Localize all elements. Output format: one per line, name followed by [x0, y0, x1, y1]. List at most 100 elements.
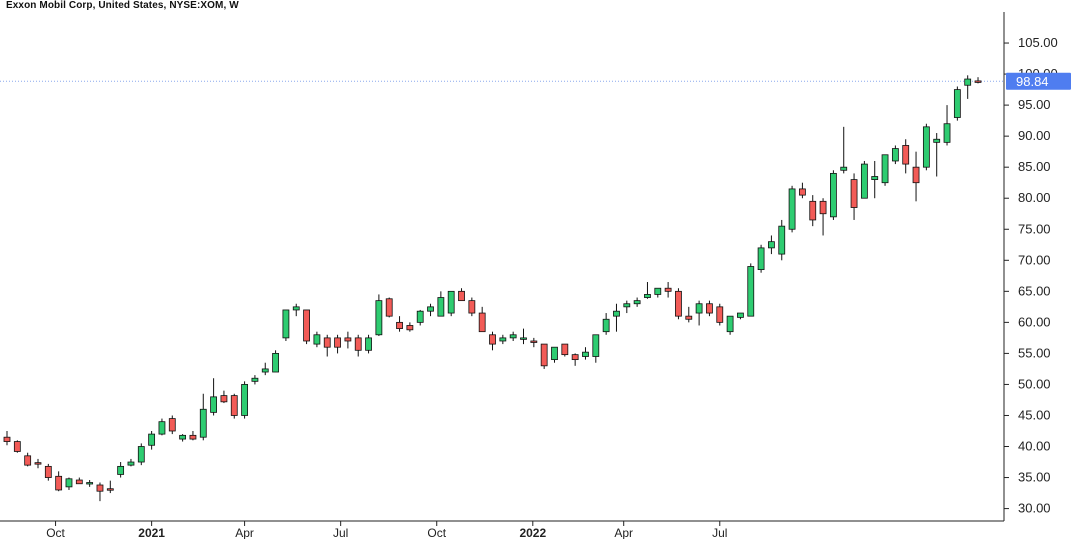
candle — [365, 334, 372, 354]
candle — [582, 347, 589, 360]
candle-body — [375, 300, 383, 336]
candle-body — [551, 346, 558, 361]
last-price-label: 98.84 — [1016, 74, 1049, 89]
candle-body — [489, 334, 496, 345]
candle-body — [695, 303, 703, 314]
candle — [654, 287, 662, 298]
candle — [602, 313, 610, 335]
candle — [499, 334, 507, 345]
candle — [509, 331, 517, 341]
candle — [447, 290, 455, 317]
x-tick-label: Jul — [333, 526, 348, 539]
candle — [282, 309, 290, 341]
candle-body — [34, 462, 42, 465]
candle-body — [850, 179, 858, 208]
candle-body — [251, 377, 259, 382]
candle-body — [592, 334, 600, 357]
candle-body — [716, 306, 724, 323]
candle-body — [675, 290, 682, 317]
candle-body — [778, 225, 786, 255]
candle-body — [24, 455, 32, 466]
y-tick-label: 55.00 — [1018, 345, 1051, 360]
candle — [922, 123, 930, 171]
candle-body — [179, 434, 187, 440]
candle — [241, 381, 248, 419]
candle — [613, 303, 620, 332]
y-tick-label: 70.00 — [1018, 252, 1051, 267]
candle-body — [344, 337, 352, 342]
candle — [716, 303, 724, 326]
candle-body — [261, 368, 269, 373]
candle — [158, 418, 166, 436]
candle — [943, 105, 951, 146]
candle — [148, 430, 156, 450]
candle — [24, 452, 32, 467]
candle-body — [830, 172, 837, 218]
candle — [540, 343, 548, 369]
candle-body — [860, 163, 868, 199]
candle-body — [943, 123, 951, 143]
candle-body — [685, 315, 693, 320]
x-tick-label: Oct — [427, 526, 446, 539]
candle — [881, 154, 889, 186]
candle — [778, 219, 786, 261]
candle-body — [902, 145, 910, 165]
candle — [75, 477, 83, 485]
candle — [323, 334, 331, 357]
candle — [199, 393, 207, 441]
candle — [871, 160, 879, 199]
candle — [561, 343, 569, 357]
candle-body — [933, 138, 941, 143]
candle — [168, 415, 176, 435]
candle — [726, 315, 734, 335]
candle — [86, 480, 94, 487]
y-tick-label: 35.00 — [1018, 470, 1051, 485]
candle-body — [737, 312, 744, 318]
candle-body — [282, 309, 290, 339]
candle-body — [323, 337, 331, 348]
candle — [891, 145, 899, 165]
candle — [13, 440, 21, 453]
candle-body — [706, 303, 713, 314]
candle-body — [964, 78, 972, 86]
y-tick-label: 105.00 — [1018, 35, 1058, 50]
candle — [571, 353, 579, 366]
candle-body — [458, 290, 465, 302]
y-tick-label: 45.00 — [1018, 407, 1051, 422]
candle — [644, 282, 651, 299]
candle — [458, 288, 465, 302]
candle-body — [313, 334, 321, 345]
candle-body — [819, 200, 827, 215]
candle-body — [509, 334, 517, 339]
candle — [664, 282, 672, 298]
candle-body — [726, 315, 734, 333]
candle-body — [974, 80, 982, 83]
candle-body — [241, 384, 248, 416]
candle-body — [117, 465, 125, 475]
candle-body — [922, 126, 930, 168]
candle-body — [447, 290, 455, 314]
candle-body — [468, 300, 476, 314]
candle-body — [55, 475, 63, 491]
candle-body — [406, 325, 414, 331]
candle — [272, 350, 279, 373]
candle-body — [613, 310, 620, 317]
candle — [96, 482, 104, 502]
candle — [44, 463, 52, 481]
y-tick-label: 50.00 — [1018, 376, 1051, 391]
candle — [137, 443, 145, 466]
candle — [747, 263, 755, 317]
candle — [819, 198, 827, 236]
candle — [809, 195, 817, 227]
candle-body — [168, 418, 176, 432]
candle — [106, 480, 114, 494]
candle — [55, 471, 63, 492]
candle-body — [334, 337, 341, 348]
candle — [313, 331, 321, 348]
candle — [220, 390, 228, 404]
candle — [850, 173, 858, 220]
candle-body — [530, 340, 538, 343]
candle-body — [912, 166, 920, 184]
y-tick-label: 40.00 — [1018, 439, 1051, 454]
